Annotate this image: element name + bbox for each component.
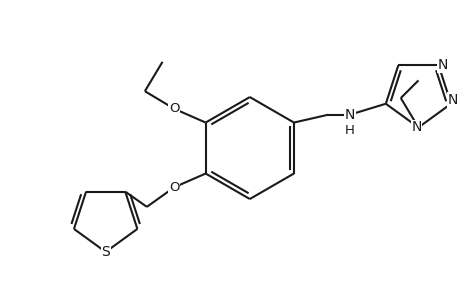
- Text: H: H: [344, 124, 354, 137]
- Text: S: S: [101, 245, 110, 259]
- Text: O: O: [168, 181, 179, 194]
- Text: N: N: [410, 121, 421, 134]
- Text: N: N: [447, 93, 457, 107]
- Text: N: N: [344, 108, 354, 122]
- Text: N: N: [437, 58, 447, 72]
- Text: O: O: [168, 102, 179, 115]
